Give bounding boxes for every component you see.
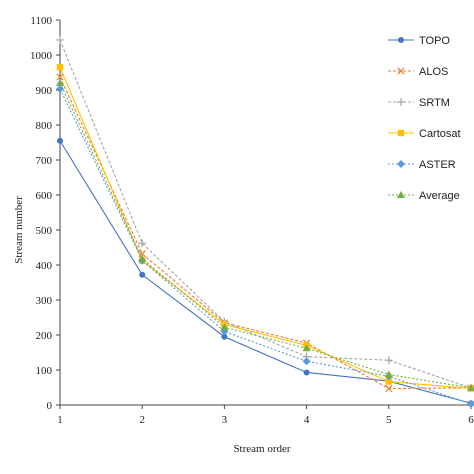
data-point-average bbox=[384, 370, 393, 378]
data-point-average bbox=[302, 344, 311, 352]
y-tick-label: 400 bbox=[36, 260, 53, 272]
data-point-topo bbox=[221, 333, 228, 340]
legend-marker-topo bbox=[398, 37, 404, 43]
data-point-alos bbox=[385, 384, 393, 393]
data-point-srtm bbox=[384, 356, 393, 365]
legend-label-aster: ASTER bbox=[419, 159, 456, 171]
data-point-aster bbox=[467, 399, 474, 408]
y-tick-label: 300 bbox=[36, 295, 53, 307]
x-tick-label: 6 bbox=[468, 414, 474, 426]
series-line-alos bbox=[59, 76, 472, 390]
y-tick-label: 200 bbox=[36, 330, 53, 342]
x-axis-ticks: 1 2 3 4 5 6 bbox=[57, 405, 474, 426]
series-markers bbox=[56, 35, 474, 408]
legend-marker-aster bbox=[397, 160, 405, 168]
data-point-average bbox=[138, 254, 147, 262]
series-lines bbox=[59, 39, 472, 405]
y-tick-label: 1000 bbox=[30, 50, 53, 62]
x-tick-label: 2 bbox=[139, 414, 145, 426]
data-point-aster bbox=[302, 357, 311, 366]
data-point-topo bbox=[57, 137, 63, 144]
x-tick-label: 4 bbox=[304, 414, 310, 426]
data-point-average bbox=[56, 79, 64, 86]
legend-label-cartosat: Cartosat bbox=[419, 128, 461, 140]
legend: TOPO ALOS SRTM Cartosat ASTER Average bbox=[388, 35, 461, 202]
legend-label-average: Average bbox=[419, 190, 460, 202]
data-point-alos bbox=[56, 73, 64, 81]
legend-label-topo: TOPO bbox=[419, 35, 450, 47]
x-tick-label: 5 bbox=[386, 414, 392, 426]
data-point-aster bbox=[56, 84, 64, 93]
y-tick-label: 900 bbox=[36, 85, 53, 97]
legend-marker-alos bbox=[397, 67, 405, 75]
legend-marker-average bbox=[397, 191, 405, 198]
y-tick-label: 1100 bbox=[30, 15, 52, 27]
y-axis-title: Stream number bbox=[13, 196, 25, 264]
legend-label-alos: ALOS bbox=[419, 66, 448, 78]
y-tick-label: 700 bbox=[36, 155, 53, 167]
series-line-topo bbox=[59, 140, 472, 404]
y-axis-ticks: 0 100 200 300 400 500 600 700 800 900 1000 1100 bbox=[30, 15, 60, 412]
y-tick-label: 500 bbox=[36, 225, 53, 237]
data-point-topo bbox=[303, 369, 310, 376]
legend-label-srtm: SRTM bbox=[419, 97, 450, 109]
legend-marker-srtm bbox=[397, 98, 405, 106]
x-axis-title: Stream order bbox=[233, 443, 290, 455]
data-point-srtm bbox=[56, 35, 64, 44]
y-tick-label: 100 bbox=[36, 365, 53, 377]
data-point-srtm bbox=[138, 239, 147, 248]
data-point-topo bbox=[139, 271, 146, 278]
data-point-average bbox=[220, 323, 229, 331]
x-tick-label: 3 bbox=[222, 414, 228, 426]
data-point-average bbox=[467, 383, 474, 391]
y-tick-label: 0 bbox=[47, 400, 53, 412]
series-line-average bbox=[59, 82, 472, 389]
series-line-cartosat bbox=[59, 67, 472, 390]
y-tick-label: 800 bbox=[36, 120, 53, 132]
data-point-cartosat bbox=[56, 64, 64, 71]
series-line-srtm bbox=[59, 39, 472, 389]
y-tick-label: 600 bbox=[36, 190, 53, 202]
legend-marker-cartosat bbox=[397, 129, 405, 137]
data-point-alos bbox=[138, 250, 146, 258]
series-line-aster bbox=[59, 88, 472, 405]
data-point-cartosat bbox=[385, 378, 392, 385]
x-tick-label: 1 bbox=[57, 414, 63, 426]
